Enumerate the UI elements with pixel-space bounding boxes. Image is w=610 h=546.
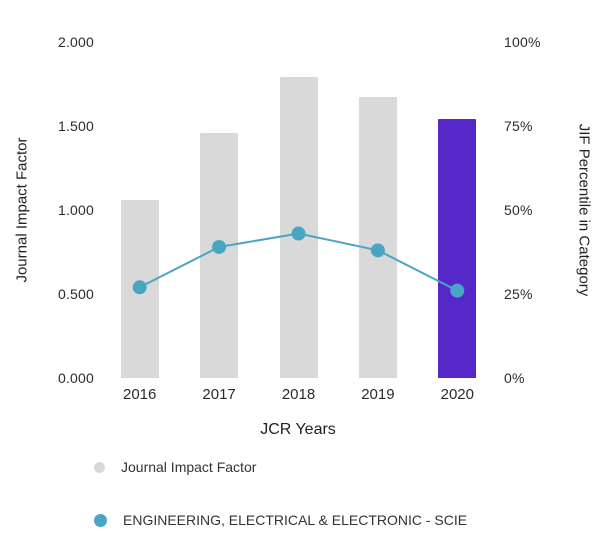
x-axis-tick-2017: 2017 — [202, 386, 236, 403]
legend-item-jif[interactable]: Journal Impact Factor — [94, 455, 467, 479]
percentile-point-2017[interactable] — [212, 239, 227, 254]
left-axis-tick: 0.500 — [57, 286, 94, 302]
x-axis-tick-2020: 2020 — [440, 386, 474, 403]
legend-item-category[interactable]: ENGINEERING, ELECTRICAL & ELECTRONIC - S… — [94, 508, 467, 532]
jif-legend-dot-icon — [94, 461, 105, 473]
right-axis-tick: 100% — [504, 34, 541, 50]
chart-legend: Journal Impact Factor ENGINEERING, ELECT… — [94, 455, 467, 546]
percentile-point-2018[interactable] — [291, 226, 306, 241]
x-axis-title: JCR Years — [260, 421, 336, 438]
x-axis-tick-2016: 2016 — [123, 386, 157, 403]
right-axis-tick: 50% — [504, 202, 533, 218]
bar-2020[interactable] — [438, 119, 477, 378]
right-axis-tick: 0% — [504, 370, 525, 386]
legend-label-jif: Journal Impact Factor — [121, 459, 257, 475]
left-axis-tick: 1.500 — [57, 118, 94, 134]
right-axis-tick: 75% — [504, 118, 533, 134]
right-axis-tick: 25% — [504, 286, 533, 302]
percentile-line — [139, 232, 458, 292]
percentile-point-2019[interactable] — [370, 243, 385, 258]
percentile-point-2020[interactable] — [450, 283, 465, 298]
left-axis-tick: 2.000 — [57, 34, 94, 50]
category-legend-dot-icon — [94, 513, 107, 527]
legend-label-category: ENGINEERING, ELECTRICAL & ELECTRONIC - S… — [123, 512, 468, 528]
right-axis-title: JIF Percentile in Category — [575, 123, 593, 297]
percentile-line-layer — [132, 226, 465, 298]
bar-2019[interactable] — [358, 97, 397, 378]
x-axis-tick-2018: 2018 — [281, 386, 316, 403]
x-axis-tick-2019: 2019 — [361, 386, 395, 403]
bar-2017[interactable] — [200, 132, 239, 378]
plot-area — [100, 42, 497, 378]
percentile-point-2016[interactable] — [132, 280, 147, 295]
left-axis-tick: 0.000 — [57, 370, 94, 386]
left-axis-tick: 1.000 — [57, 202, 94, 218]
